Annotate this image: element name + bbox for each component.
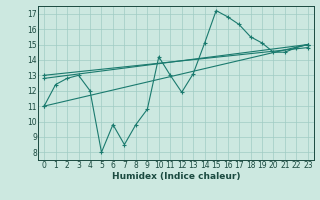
X-axis label: Humidex (Indice chaleur): Humidex (Indice chaleur) [112, 172, 240, 181]
